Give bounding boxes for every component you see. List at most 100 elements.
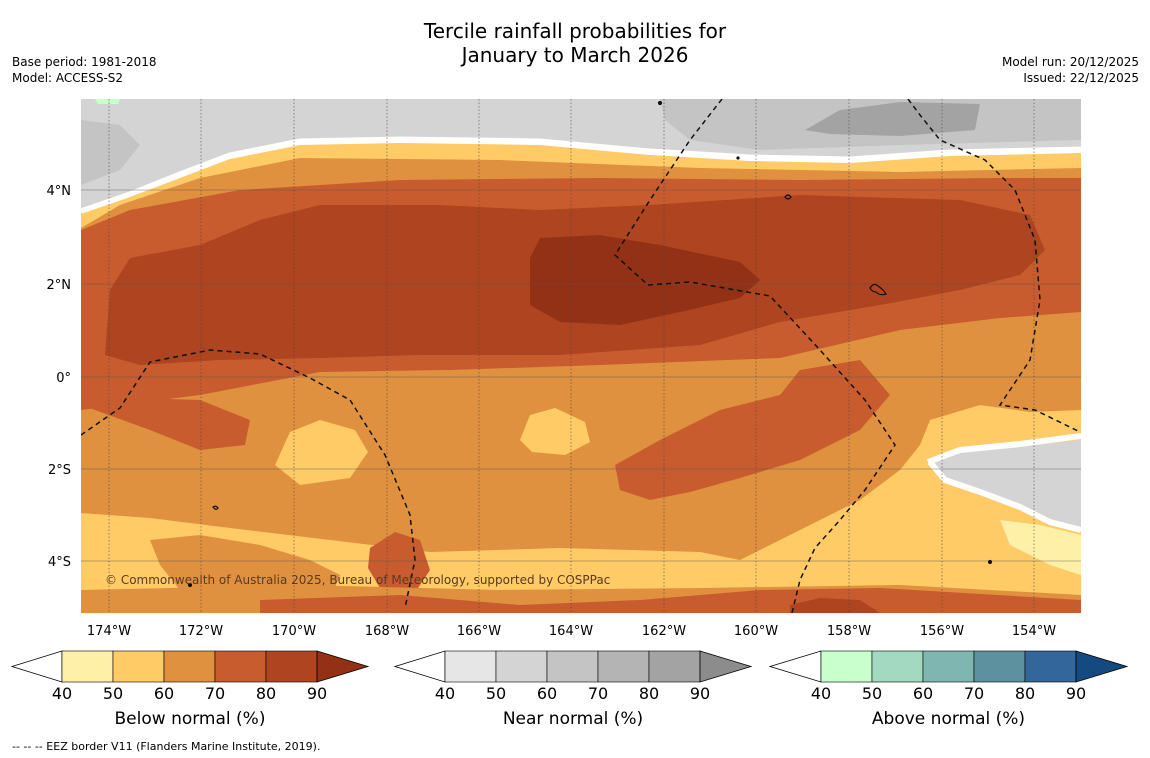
colorbar-below-segment-0 (61, 650, 114, 683)
colorbar-above-tick-3: 70 (964, 684, 984, 703)
lon-label-3: 168°W (365, 624, 409, 639)
eez-footnote: -- -- -- EEZ border V11 (Flanders Marine… (12, 740, 321, 753)
boundary-white-top (81, 136, 1081, 216)
island-4 (657, 100, 663, 106)
copyright-notice: © Commonwealth of Australia 2025, Bureau… (105, 573, 610, 587)
colorbar-near-segment-2 (546, 650, 599, 683)
island-6 (187, 582, 193, 588)
below-70-80-patch-left (81, 398, 250, 450)
colorbar-near: 40 50 60 70 80 90 (393, 650, 753, 703)
colorbar-above-segment-4 (1024, 650, 1077, 683)
longitude-labels: 174°W 172°W 170°W 168°W 166°W 164°W 162°… (87, 624, 1056, 639)
lat-label-4: 4°S (48, 555, 71, 570)
island-5 (736, 156, 740, 160)
eez-border-west (81, 349, 416, 609)
colorbar-below-tick-5: 90 (307, 684, 327, 703)
issued-date: Issued: 22/12/2025 (1023, 71, 1139, 85)
island-2 (869, 283, 887, 296)
title-line-2: January to March 2026 (461, 43, 689, 67)
model-name: Model: ACCESS-S2 (12, 71, 124, 85)
colorbar-near-segment-3 (597, 650, 650, 683)
colorbar-label-below: Below normal (%) (114, 709, 266, 729)
meta-right: Model run: 20/12/2025 Issued: 22/12/2025 (1002, 54, 1139, 86)
colorbar-near-tick-1: 50 (486, 684, 506, 703)
parallels (81, 189, 1081, 562)
lon-label-0: 174°W (87, 624, 131, 639)
colorbar-below: 40 50 60 70 80 90 (10, 650, 370, 703)
latitude-labels: 4°N 2°N 0° 2°S 4°S (47, 184, 72, 570)
colorbar-above-segment-0 (820, 650, 873, 683)
colorbar-below-segment-4 (265, 650, 318, 683)
colorbar-above-tick-1: 50 (862, 684, 882, 703)
colorbar-near-low-extend (393, 650, 446, 683)
colorbar-above-tick-5: 90 (1066, 684, 1086, 703)
colorbar-above-segment-2 (922, 650, 975, 683)
eez-borders (81, 99, 1081, 613)
below-50-60-top-band (81, 143, 1081, 228)
colorbar-below-segment-3 (214, 650, 267, 683)
colorbar-near-high-extend (699, 650, 753, 683)
colorbars: 40 50 60 70 80 90 40 50 60 70 80 90 40 50 60 70 80 90 (10, 650, 1129, 703)
colorbar-above-low-extend (768, 650, 822, 683)
lon-label-4: 166°W (457, 624, 501, 639)
lat-label-0: 4°N (47, 184, 72, 199)
colorbar-near-segment-1 (495, 650, 548, 683)
eez-border-central (614, 99, 896, 613)
colorbar-near-tick-3: 70 (588, 684, 608, 703)
below-90-plus-core (530, 235, 760, 325)
lon-label-1: 172°W (179, 624, 223, 639)
colorbar-above-segment-3 (973, 650, 1026, 683)
above-40-50-flag (95, 99, 120, 104)
below-70-80-patch-south (615, 360, 890, 500)
graticule (108, 99, 1035, 613)
title-line-1: Tercile rainfall probabilities for (423, 19, 727, 43)
colorbar-below-high-extend (316, 650, 370, 683)
colorbar-above: 40 50 60 70 80 90 (768, 650, 1129, 703)
colorbar-below-low-extend (10, 650, 63, 683)
colorbar-near-segment-0 (444, 650, 497, 683)
islands (187, 100, 993, 588)
island-3 (212, 505, 219, 510)
lon-label-2: 170°W (272, 624, 316, 639)
lon-label-5: 164°W (549, 624, 593, 639)
below-60-70-bottom-left (150, 535, 340, 600)
island-1 (784, 194, 792, 200)
lon-label-7: 160°W (734, 624, 778, 639)
colorbar-below-tick-3: 70 (205, 684, 225, 703)
colorbar-label-above: Above normal (%) (871, 709, 1026, 729)
colorbar-below-tick-4: 80 (256, 684, 276, 703)
colorbar-near-tick-4: 80 (639, 684, 659, 703)
lat-label-2: 0° (56, 371, 71, 386)
colorbar-label-near: Near normal (%) (502, 709, 644, 729)
colorbar-below-tick-2: 60 (154, 684, 174, 703)
colorbar-near-tick-0: 40 (435, 684, 455, 703)
colorbar-above-high-extend (1075, 650, 1129, 683)
near-normal-east-patch (930, 440, 1081, 530)
lat-label-3: 2°S (48, 463, 71, 478)
below-70-80-bottom-strip (260, 588, 1081, 613)
near-normal-top-left (81, 120, 140, 185)
colorbar-above-tick-2: 60 (913, 684, 933, 703)
map-title: Tercile rainfall probabilities for Janua… (0, 19, 1150, 67)
colorbar-near-tick-2: 60 (537, 684, 557, 703)
colorbar-above-segment-1 (871, 650, 924, 683)
lon-label-10: 154°W (1012, 624, 1056, 639)
colorbar-near-tick-5: 90 (690, 684, 710, 703)
colorbar-above-tick-0: 40 (811, 684, 831, 703)
colorbar-below-segment-2 (163, 650, 216, 683)
below-80-90-bottom-patch (790, 598, 880, 613)
colorbar-near-segment-4 (648, 650, 701, 683)
colorbar-above-tick-4: 80 (1015, 684, 1035, 703)
lon-label-9: 156°W (920, 624, 964, 639)
colorbar-below-segment-1 (112, 650, 165, 683)
colorbar-below-tick-1: 50 (103, 684, 123, 703)
meta-left: Base period: 1981-2018 Model: ACCESS-S2 (12, 54, 157, 86)
below-50-60-patch-mid (520, 408, 590, 455)
base-period: Base period: 1981-2018 (12, 55, 157, 69)
model-run: Model run: 20/12/2025 (1001, 55, 1139, 69)
boundary-white-east (926, 433, 1081, 533)
lat-label-1: 2°N (47, 278, 72, 293)
lon-label-6: 162°W (642, 624, 686, 639)
colorbar-below-tick-0: 40 (52, 684, 72, 703)
